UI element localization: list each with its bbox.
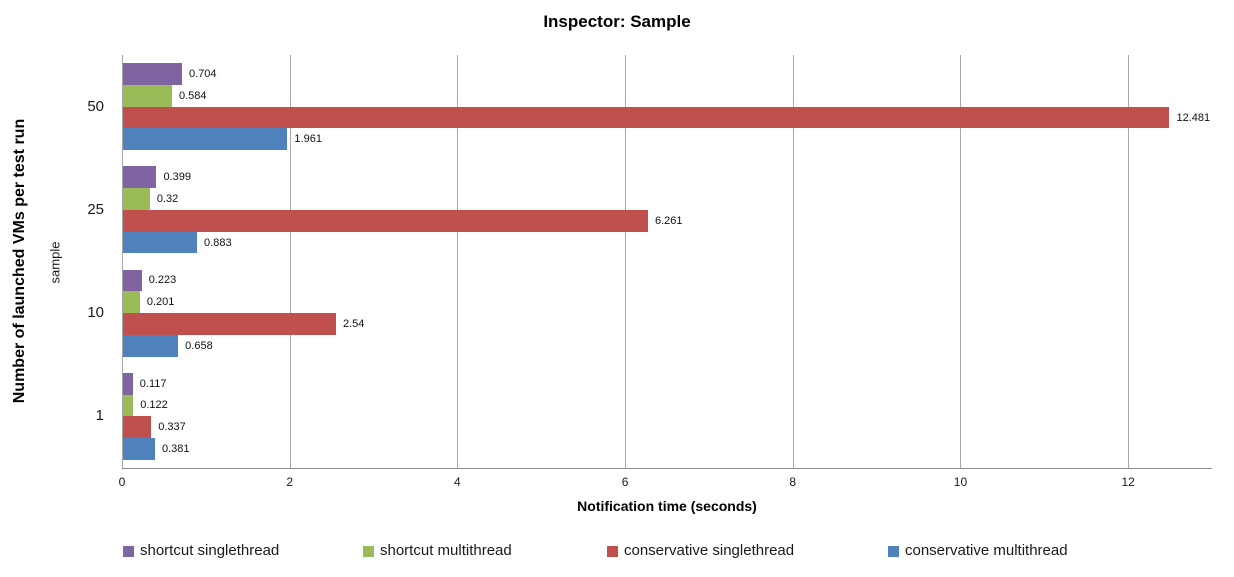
gridline: [457, 55, 459, 468]
bar-value-label: 0.381: [161, 443, 190, 456]
bar: [123, 84, 172, 107]
legend-item: shortcut singlethread: [123, 542, 279, 560]
legend-swatch: [888, 546, 899, 557]
bar-value-label: 12.481: [1176, 111, 1211, 124]
x-tick-label: 2: [286, 475, 294, 489]
y-category-label: 50: [87, 97, 104, 115]
bar-value-label: 0.883: [204, 236, 232, 249]
bar-value-label: 2.54: [342, 318, 365, 331]
bar: [123, 313, 336, 335]
chart-title: Inspector: Sample: [543, 12, 691, 31]
bar: [123, 269, 142, 292]
bar: [123, 63, 183, 85]
legend-item: conservative singlethread: [607, 542, 794, 560]
y-axis-title: Number of launched VMs per test run: [11, 118, 28, 404]
legend-label: shortcut multithread: [380, 542, 512, 559]
legend-label: conservative multithread: [905, 542, 1068, 559]
bar-value-label: 0.658: [185, 339, 213, 352]
bar: [123, 106, 1170, 129]
x-tick-label: 10: [953, 475, 968, 489]
bar: [123, 166, 157, 189]
bar-value-label: 0.117: [139, 377, 167, 390]
legend-swatch: [607, 546, 618, 557]
bar: [123, 188, 150, 210]
bar-value-label: 0.122: [140, 399, 168, 412]
bar-value-label: 0.201: [146, 296, 175, 309]
gridline: [792, 55, 794, 468]
gridline: [960, 55, 962, 468]
bar-value-label: 0.704: [189, 67, 217, 80]
bar-value-label: 1.961: [294, 133, 322, 146]
bar: [123, 291, 140, 314]
y-category-label: 25: [87, 200, 104, 218]
legend-label: shortcut singlethread: [140, 542, 280, 559]
bar-value-label: 0.223: [148, 274, 177, 287]
legend-label: conservative singlethread: [624, 542, 795, 559]
legend-item: shortcut multithread: [363, 542, 512, 560]
y-category-label: 1: [95, 407, 104, 425]
gridline: [289, 55, 291, 468]
x-tick-label: 6: [621, 475, 629, 489]
bar: [123, 372, 133, 395]
bar: [123, 394, 134, 417]
bar-value-label: 0.32: [156, 192, 179, 205]
bar-value-label: 0.399: [163, 171, 191, 184]
bar: [123, 416, 152, 439]
bar: [123, 128, 288, 151]
x-tick-label: 12: [1121, 475, 1135, 489]
bar: [123, 231, 198, 254]
bar: [123, 438, 155, 460]
bar: [123, 334, 179, 357]
gridline: [122, 55, 123, 468]
x-tick-label: 0: [118, 475, 126, 489]
y-category-label: 10: [87, 304, 104, 322]
x-axis-title: Notification time (seconds): [577, 498, 757, 514]
bar-value-label: 6.261: [654, 214, 683, 227]
x-axis-line: [122, 468, 1212, 469]
bar: [123, 209, 648, 232]
legend-swatch: [363, 546, 374, 557]
gridline: [625, 55, 627, 468]
legend-swatch: [123, 546, 134, 557]
x-tick-label: 8: [789, 475, 797, 489]
x-tick-label: 4: [454, 475, 461, 489]
bar-value-label: 0.584: [178, 89, 207, 102]
bar-value-label: 0.337: [158, 421, 186, 434]
gridline: [1128, 55, 1130, 468]
legend-item: conservative multithread: [888, 542, 1068, 560]
